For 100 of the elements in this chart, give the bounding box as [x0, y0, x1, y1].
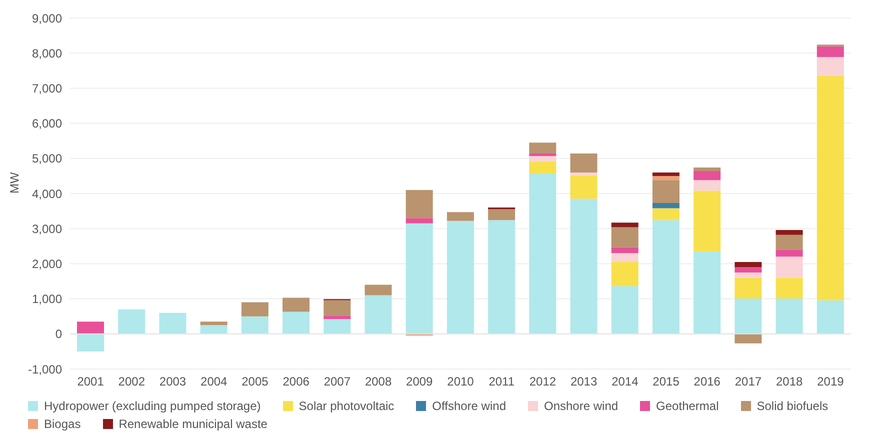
- bar: [324, 300, 351, 316]
- bar: [406, 190, 433, 218]
- y-tick-label: 1,000: [32, 292, 62, 306]
- bar: [282, 312, 310, 334]
- bar: [776, 298, 803, 334]
- bar: [694, 190, 721, 252]
- bar: [118, 309, 146, 334]
- bar: [570, 153, 598, 172]
- x-tick-label: 2002: [118, 374, 146, 389]
- y-tick-label: 0: [55, 327, 62, 342]
- bar: [488, 220, 516, 334]
- y-axis-title: MW: [7, 172, 22, 194]
- bar: [776, 250, 803, 257]
- bar: [446, 212, 474, 221]
- x-tick-label: 2006: [282, 374, 310, 389]
- x-tick-label: 2012: [529, 374, 556, 389]
- legend-label: Solid biofuels: [756, 399, 828, 413]
- legend-label: Biogas: [44, 417, 81, 431]
- bar: [816, 300, 844, 334]
- x-tick-label: 2001: [77, 374, 104, 389]
- bar: [776, 230, 803, 235]
- bar: [776, 256, 803, 278]
- x-tick-label: 2005: [242, 374, 269, 389]
- bar: [734, 262, 762, 268]
- y-tick-label: 3,000: [32, 222, 62, 236]
- x-tick-label: 2007: [324, 374, 351, 389]
- bar: [611, 222, 638, 228]
- bar: [611, 286, 638, 334]
- y-tick-label: 8,000: [32, 46, 62, 60]
- x-tick-label: 2009: [406, 374, 434, 389]
- bar: [816, 76, 844, 300]
- bar: [364, 284, 392, 296]
- legend-label: Renewable municipal waste: [118, 417, 268, 431]
- bar: [529, 173, 556, 334]
- x-tick-label: 2019: [817, 374, 844, 389]
- bar: [652, 220, 680, 334]
- bar: [652, 180, 680, 203]
- bar: [241, 302, 268, 316]
- bar: [570, 198, 598, 334]
- bar: [611, 262, 638, 286]
- bar: [776, 278, 803, 298]
- bar: [694, 171, 721, 180]
- bar: [652, 176, 680, 180]
- y-tick-label: 7,000: [32, 81, 62, 96]
- bar: [652, 172, 680, 176]
- bar: [776, 234, 803, 250]
- bar: [529, 156, 556, 162]
- legend-label: Geothermal: [656, 399, 719, 413]
- bar: [200, 325, 228, 334]
- x-tick-label: 2008: [364, 374, 392, 389]
- bar: [77, 322, 104, 334]
- bar: [324, 316, 351, 320]
- y-tick-label: 5,000: [32, 152, 62, 166]
- y-tick-label: 9,000: [32, 11, 62, 26]
- bar: [570, 175, 598, 199]
- bar: [652, 208, 680, 220]
- bar: [734, 278, 762, 298]
- x-tick-label: 2013: [570, 374, 598, 389]
- bar: [611, 253, 638, 262]
- bar: [694, 168, 721, 172]
- x-tick-label: 2018: [776, 374, 804, 389]
- bar: [734, 298, 762, 334]
- bar: [529, 161, 556, 174]
- bar: [200, 322, 228, 326]
- x-tick-label: 2004: [200, 374, 228, 389]
- x-tick-label: 2017: [734, 374, 762, 389]
- legend-label: Hydropower (excluding pumped storage): [44, 399, 261, 413]
- bar: [282, 298, 310, 312]
- bar: [734, 334, 762, 344]
- bar: [364, 295, 392, 334]
- x-tick-label: 2003: [159, 374, 186, 389]
- bar: [816, 56, 844, 76]
- bar: [816, 46, 844, 57]
- x-tick-label: 2016: [694, 374, 721, 389]
- bar: [611, 247, 638, 254]
- bar: [529, 153, 556, 156]
- bar: [406, 218, 433, 224]
- bar: [694, 180, 721, 191]
- bar: [529, 142, 556, 154]
- bar: [446, 220, 474, 334]
- legend-label: Onshore wind: [544, 399, 618, 413]
- legend-label: Solar photovoltaic: [298, 399, 394, 413]
- y-tick-label: 4,000: [32, 186, 62, 201]
- x-tick-label: 2010: [447, 374, 474, 389]
- x-tick-label: 2015: [652, 374, 680, 389]
- bar: [241, 316, 268, 334]
- bar: [734, 267, 762, 272]
- bar: [77, 334, 104, 352]
- bar: [488, 209, 516, 220]
- bar: [734, 272, 762, 278]
- bar: [159, 312, 186, 334]
- bar: [324, 319, 351, 334]
- y-tick-label: 6,000: [32, 116, 62, 131]
- bar: [694, 251, 721, 334]
- y-tick-label: -1,000: [28, 362, 62, 376]
- x-tick-label: 2011: [488, 374, 515, 389]
- y-tick-label: 2,000: [32, 256, 62, 271]
- bar: [652, 202, 680, 208]
- x-tick-label: 2014: [612, 374, 639, 389]
- legend-label: Offshore wind: [432, 399, 506, 413]
